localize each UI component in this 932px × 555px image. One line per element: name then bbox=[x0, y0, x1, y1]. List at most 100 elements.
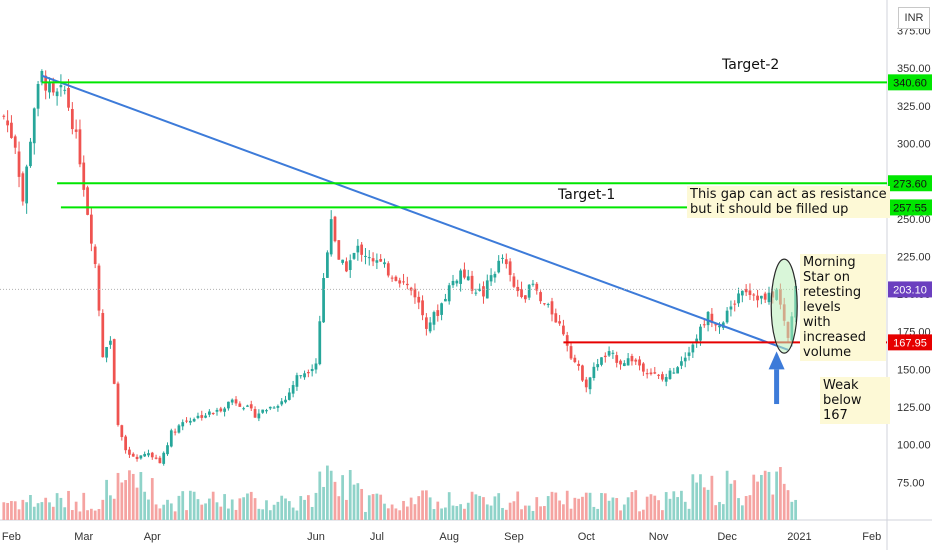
volume-bar bbox=[162, 504, 166, 520]
volume-bar bbox=[550, 491, 554, 520]
candle-body bbox=[463, 269, 466, 278]
candle-body bbox=[268, 406, 272, 409]
price-level-label: 257.55 bbox=[893, 202, 927, 214]
volume-bar bbox=[322, 486, 325, 520]
candle-body bbox=[482, 286, 485, 297]
candle-body bbox=[48, 82, 51, 93]
candle-body bbox=[303, 373, 306, 378]
candle-body bbox=[649, 372, 653, 375]
volume-bar bbox=[451, 505, 455, 520]
volume-bar bbox=[752, 474, 756, 520]
volume-bar bbox=[74, 501, 78, 520]
volume-bar bbox=[447, 492, 451, 520]
volume-bar bbox=[276, 501, 280, 520]
volume-bar bbox=[398, 510, 402, 520]
volume-bar bbox=[383, 503, 386, 520]
volume-bar bbox=[763, 470, 767, 520]
volume-bar bbox=[760, 474, 763, 520]
volume-bar bbox=[474, 494, 478, 520]
volume-bar bbox=[600, 492, 603, 520]
time-axis[interactable]: Feb Mar Apr Jun Jul Aug Sep Oct Nov Dec 2021 Feb bbox=[2, 531, 881, 543]
volume-bar bbox=[634, 490, 638, 520]
price-axis[interactable]: 75.00100.00125.00150.00175.00200.00225.0… bbox=[888, 26, 932, 490]
candle-body bbox=[523, 295, 527, 300]
candle-body bbox=[166, 445, 169, 455]
volume-bar bbox=[508, 502, 512, 520]
volume-bar bbox=[101, 499, 105, 520]
candle-body bbox=[55, 91, 59, 97]
volume-bar bbox=[128, 470, 131, 520]
candle-body bbox=[192, 418, 196, 422]
volume-bar bbox=[520, 509, 523, 520]
candle-body bbox=[645, 373, 649, 375]
candle-body bbox=[440, 303, 443, 315]
candle-body bbox=[70, 108, 74, 130]
volume-bar bbox=[779, 467, 782, 520]
volume-bar bbox=[794, 499, 798, 520]
candle-body bbox=[10, 122, 13, 138]
candle-body bbox=[543, 303, 546, 305]
candle-body bbox=[699, 326, 702, 341]
candle-body bbox=[390, 277, 394, 279]
candle-body bbox=[2, 115, 6, 117]
candle-body bbox=[756, 295, 759, 301]
volume-bar bbox=[706, 489, 710, 520]
candle-body bbox=[428, 322, 432, 332]
candle-body bbox=[32, 108, 36, 144]
gap-note-line1: This gap can act as resistance bbox=[690, 187, 887, 202]
candle-body bbox=[622, 363, 626, 367]
volume-bar bbox=[70, 510, 74, 520]
volume-bar bbox=[375, 493, 379, 520]
candle-body bbox=[687, 352, 691, 356]
currency-button[interactable]: INR bbox=[898, 7, 930, 29]
volume-bar bbox=[603, 493, 607, 520]
volume-bar bbox=[687, 508, 691, 520]
volume-bar bbox=[584, 492, 588, 520]
candle-body bbox=[120, 425, 124, 438]
volume-bar bbox=[230, 499, 234, 520]
candle-body bbox=[402, 281, 405, 283]
candle-body bbox=[291, 385, 295, 394]
candle-body bbox=[360, 244, 364, 255]
volume-bar bbox=[265, 500, 268, 520]
x-tick-label: Dec bbox=[717, 531, 737, 543]
volume-bar bbox=[718, 501, 721, 520]
candle-body bbox=[356, 245, 360, 253]
candle-body bbox=[337, 240, 341, 260]
volume-bar bbox=[588, 492, 592, 520]
volume-bar bbox=[569, 508, 573, 520]
trendline bbox=[41, 74, 789, 351]
candle-body bbox=[584, 379, 588, 388]
volume-bar bbox=[109, 495, 112, 520]
volume-bar bbox=[444, 507, 447, 520]
volume-bar bbox=[744, 496, 748, 520]
volume-bar bbox=[234, 509, 238, 520]
volume-bar bbox=[341, 475, 344, 520]
candle-body bbox=[348, 260, 352, 270]
volume-bar bbox=[432, 509, 436, 520]
volume-bar bbox=[352, 484, 356, 520]
price-level-badge bbox=[888, 74, 932, 91]
volume-bar bbox=[485, 504, 489, 520]
volume-bar bbox=[105, 479, 108, 520]
volume-bar bbox=[2, 502, 6, 520]
candle-body bbox=[478, 288, 482, 291]
candle-body bbox=[116, 383, 120, 425]
volume-bar bbox=[775, 471, 778, 520]
candle-body bbox=[661, 374, 664, 380]
candle-body bbox=[158, 457, 162, 464]
volume-bar bbox=[55, 493, 59, 520]
pattern-note-line3: retesting levels bbox=[803, 285, 862, 315]
up-arrow-head bbox=[768, 351, 785, 370]
volume-bar bbox=[135, 487, 139, 520]
x-tick-label: Feb bbox=[2, 531, 21, 543]
candle-body bbox=[276, 405, 280, 408]
volume-bar bbox=[668, 498, 672, 520]
volume-bar bbox=[782, 483, 786, 520]
candle-body bbox=[474, 292, 478, 294]
volume-bar bbox=[360, 488, 364, 520]
candle-body bbox=[520, 289, 523, 298]
candle-body bbox=[611, 352, 615, 354]
